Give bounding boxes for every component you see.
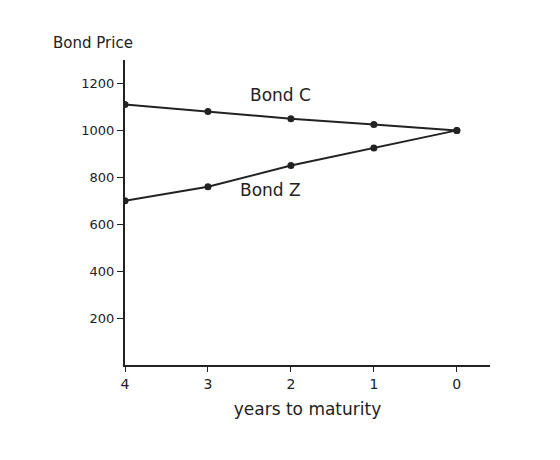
- svg-text:1200: 1200: [81, 76, 114, 91]
- svg-text:Bond Z: Bond Z: [240, 180, 301, 200]
- svg-text:1: 1: [369, 376, 378, 392]
- svg-text:0: 0: [452, 376, 461, 392]
- svg-text:Bond Price: Bond Price: [53, 34, 133, 52]
- svg-text:400: 400: [90, 264, 115, 279]
- svg-text:4: 4: [121, 376, 130, 392]
- svg-text:600: 600: [90, 217, 115, 232]
- svg-text:800: 800: [90, 170, 115, 185]
- svg-text:years to maturity: years to maturity: [234, 399, 382, 419]
- svg-text:3: 3: [203, 376, 212, 392]
- svg-text:Bond C: Bond C: [250, 85, 311, 105]
- svg-text:1000: 1000: [81, 123, 114, 138]
- svg-text:200: 200: [90, 311, 115, 326]
- svg-text:2: 2: [286, 376, 295, 392]
